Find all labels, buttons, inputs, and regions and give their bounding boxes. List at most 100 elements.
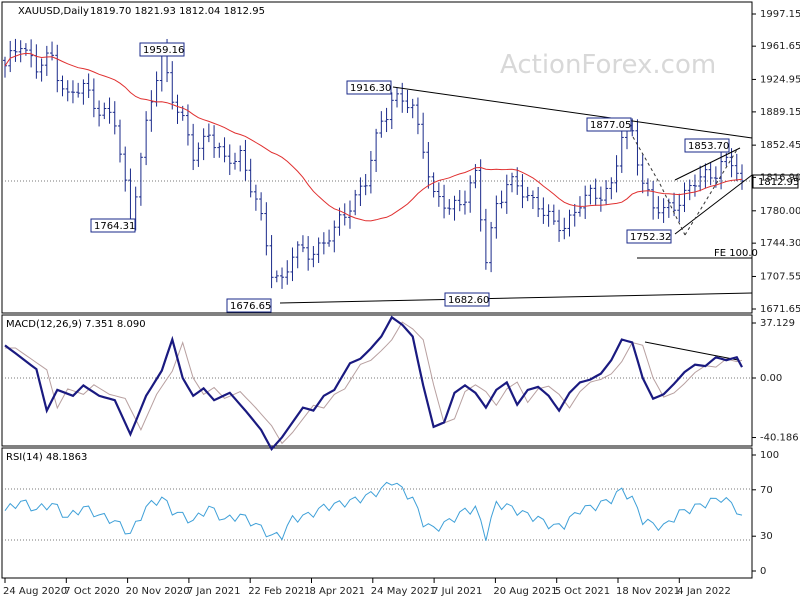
macd-y-tick-label: -40.186	[760, 433, 799, 444]
wedge-upper-line	[674, 147, 741, 181]
annotation-box-1877	[586, 117, 632, 132]
price-y-tick-label: 1924.95	[760, 74, 800, 85]
candle	[306, 236, 311, 271]
rsi-header: RSI(14) 48.1863	[6, 452, 87, 463]
candle	[264, 202, 269, 256]
candle	[447, 199, 452, 215]
candle	[734, 153, 739, 182]
rsi-y-tick-label: 70	[760, 485, 773, 496]
annotation-box-1682	[444, 292, 490, 307]
candle	[81, 79, 86, 105]
candle	[415, 97, 420, 135]
candle	[295, 241, 300, 269]
candle	[421, 112, 426, 159]
price-symbol: XAUUSD,Daily	[18, 6, 89, 17]
x-tick-label: 7 Jul 2021	[432, 586, 482, 597]
candle	[65, 80, 70, 102]
candle	[97, 100, 102, 127]
candle	[327, 229, 332, 247]
candle	[34, 44, 39, 79]
annotation-box-1959	[139, 42, 185, 57]
candle	[604, 180, 609, 206]
candle	[107, 97, 112, 124]
candle	[363, 174, 368, 196]
rsi-line	[4, 481, 743, 541]
candle	[661, 198, 666, 223]
candle	[541, 197, 546, 224]
x-tick-label: 20 Aug 2021	[493, 586, 557, 597]
candle	[489, 221, 494, 273]
macd-divergence-line	[644, 341, 739, 361]
upper-trendline	[392, 86, 753, 139]
x-tick-label: 7 Oct 2020	[64, 586, 119, 597]
annotation-label-1676: 1676.65	[230, 301, 271, 312]
price-ohlc: 1819.70 1821.93 1812.04 1812.95	[90, 6, 265, 17]
candle	[280, 267, 285, 289]
candle	[651, 180, 656, 220]
candle	[238, 145, 243, 172]
x-tick-label: 22 Feb 2021	[248, 586, 310, 597]
candle	[123, 146, 128, 192]
candle	[243, 139, 248, 181]
candle	[572, 203, 577, 227]
candle	[588, 184, 593, 205]
macd-line	[4, 315, 743, 451]
candle	[567, 209, 572, 237]
candle	[593, 178, 598, 206]
candle	[395, 87, 400, 108]
candle	[259, 192, 264, 221]
macd-signal-line	[5, 321, 743, 445]
annotation-label-1764: 1764.31	[94, 221, 135, 232]
x-tick-label: 4 Jan 2022	[677, 586, 731, 597]
x-tick-label: 18 Nov 2021	[616, 586, 680, 597]
annotation-label-1877: 1877.05	[590, 120, 631, 131]
candle	[39, 58, 44, 82]
candle	[358, 177, 363, 207]
rsi-panel-frame	[1, 447, 753, 579]
annotation-box-1916	[346, 80, 392, 95]
candle	[562, 217, 567, 240]
candle	[405, 89, 410, 113]
candle	[117, 119, 122, 163]
candle	[112, 101, 117, 135]
x-tick-label: 24 May 2021	[371, 586, 436, 597]
candle	[619, 126, 624, 173]
lower-trendline	[279, 292, 753, 304]
projection-dashes	[632, 136, 739, 236]
macd-y-tick-label: 0.00	[760, 373, 782, 384]
candle	[212, 125, 217, 158]
price-y-tick-label: 1780.00	[760, 206, 800, 217]
x-tick-label: 20 Nov 2020	[126, 586, 190, 597]
candle	[311, 246, 316, 268]
candle	[703, 163, 708, 189]
candle	[353, 189, 358, 216]
rsi-y-tick-label: 30	[760, 531, 773, 542]
x-tick-label: 5 Oct 2021	[555, 586, 610, 597]
candle	[687, 179, 692, 201]
candle	[217, 142, 222, 158]
price-y-tick-label: 1997.15	[760, 9, 800, 20]
candle	[389, 92, 394, 130]
candle	[191, 123, 196, 171]
candle	[201, 128, 206, 161]
annotation-box-1676	[226, 298, 272, 313]
candle	[682, 182, 687, 213]
candle	[379, 111, 384, 138]
candle	[144, 111, 149, 166]
candle	[196, 142, 201, 167]
candle	[368, 151, 373, 194]
annotation-label-1853: 1853.70	[688, 141, 729, 152]
candle	[222, 137, 227, 163]
candle	[708, 162, 713, 186]
candle	[698, 165, 703, 192]
candle	[504, 174, 509, 214]
candle	[677, 193, 682, 222]
price-y-tick-label: 1852.45	[760, 140, 800, 151]
candle	[8, 40, 13, 73]
rsi-y-tick-label: 100	[760, 450, 779, 461]
macd-header: MACD(12,26,9) 7.351 8.090	[6, 319, 146, 330]
candle	[44, 45, 49, 76]
candle	[18, 40, 23, 63]
price-y-axis: 1997.15 1961.65 1924.95 1889.15 1852.45 1816.…	[752, 9, 800, 315]
